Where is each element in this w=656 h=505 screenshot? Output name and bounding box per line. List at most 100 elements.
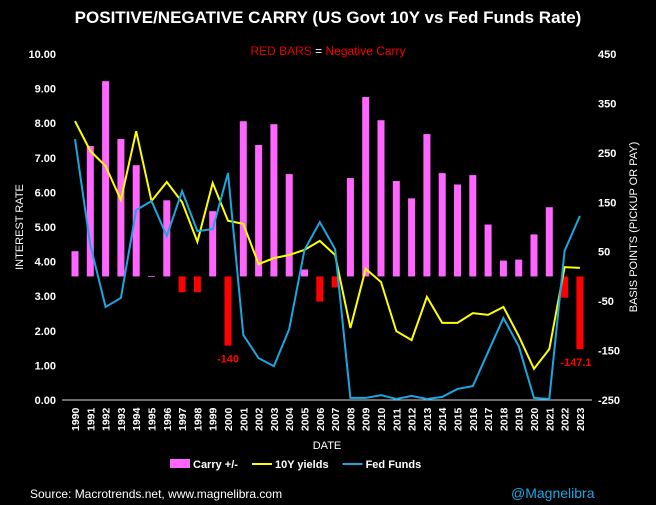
y-tick-label: 7.00: [35, 153, 56, 165]
x-tick-label: 1997: [177, 407, 189, 431]
legend-label-carry: Carry +/-: [193, 459, 238, 471]
carry-bar: [515, 259, 523, 277]
y-tick-label: 2.00: [35, 326, 56, 338]
x-axis-title: DATE: [313, 440, 342, 452]
x-tick-label: 2003: [269, 407, 281, 431]
carry-bar: [561, 276, 569, 298]
chart-title: POSITIVE/NEGATIVE CARRY (US Govt 10Y vs …: [74, 8, 582, 27]
x-tick-label: 1994: [131, 407, 143, 431]
x-tick-label: 2015: [453, 407, 465, 431]
carry-bar: [102, 81, 110, 277]
y-tick-label: 0.00: [35, 395, 56, 407]
y2-tick-label: -150: [598, 346, 620, 358]
carry-bar: [454, 184, 461, 277]
x-tick-label: 2023: [575, 407, 587, 431]
x-tick-label: 2019: [514, 407, 526, 431]
carry-bar: [438, 173, 446, 277]
carry-bar: [86, 145, 94, 277]
carry-bar: [392, 181, 400, 277]
x-tick-label: 1991: [85, 407, 97, 431]
carry-bar: [408, 198, 416, 277]
x-tick-label: 1993: [116, 407, 128, 431]
x-tick-label: 2001: [238, 407, 250, 431]
carry-bar: [71, 251, 79, 277]
subtitle-red-bars: RED BARS: [250, 44, 312, 58]
subtitle-negative-carry: Negative Carry: [325, 44, 406, 58]
x-tick-label: 2013: [422, 407, 434, 431]
y-tick-label: 6.00: [35, 187, 56, 199]
carry-bar: [132, 165, 140, 277]
y2-axis-title: BASIS POINTS (PICKUP OR PAY): [628, 142, 640, 313]
x-tick-label: 2000: [223, 407, 235, 431]
x-tick-label: 2007: [330, 407, 342, 431]
x-tick-label: 2014: [437, 407, 449, 431]
y-tick-label: 1.00: [35, 360, 56, 372]
source-note: Source: Macrotrends.net, www.magnelibra.…: [30, 487, 283, 501]
y2-tick-label: 150: [598, 197, 616, 209]
10y-yield-line: [74, 120, 580, 371]
carry-bar: [499, 260, 507, 277]
x-tick-label: 2012: [407, 407, 419, 431]
carry-bar: [224, 276, 232, 346]
carry-bar: [270, 124, 278, 277]
x-tick-label: 2010: [376, 407, 388, 431]
carry-bar: [117, 139, 125, 277]
y2-tick-label: -50: [598, 296, 614, 308]
x-tick-label: 1990: [70, 407, 82, 431]
carry-bar: [255, 144, 263, 277]
carry-bar: [377, 120, 385, 277]
carry-bar: [331, 276, 339, 288]
fed-funds-line: [74, 138, 581, 401]
x-tick-label: 2020: [529, 407, 541, 431]
y2-tick-label: 350: [598, 98, 616, 110]
y-tick-label: 5.00: [35, 222, 56, 234]
carry-bar: [301, 269, 308, 277]
carry-bar: [209, 211, 217, 277]
carry-bar: [193, 276, 201, 293]
y-tick-label: 10.00: [28, 49, 56, 61]
x-tick-label: 2006: [315, 407, 327, 431]
carry-bar: [316, 276, 324, 302]
x-tick-label: 2022: [560, 407, 572, 431]
data-label-2000: -140: [217, 354, 239, 366]
y2-tick-label: -250: [598, 395, 620, 407]
carry-bar: [530, 234, 538, 277]
subtitle-equals: =: [311, 44, 326, 58]
carry-bar: [423, 134, 431, 277]
legend-label-fed-funds: Fed Funds: [366, 459, 422, 471]
carry-bar: [545, 207, 553, 277]
y2-tick-label: 50: [598, 247, 610, 259]
carry-bar: [346, 178, 354, 277]
y2-tick-label: 250: [598, 148, 616, 160]
chart-subtitle: RED BARS = Negative Carry: [0, 44, 656, 58]
author-handle: @Magnelibra: [511, 485, 595, 501]
y-tick-label: 3.00: [35, 291, 56, 303]
legend-label-10y: 10Y yields: [275, 459, 329, 471]
carry-bar: [576, 276, 584, 350]
carry-bar: [469, 175, 477, 277]
x-tick-label: 1999: [208, 407, 220, 431]
x-tick-label: 1996: [162, 407, 174, 431]
data-label-2023: -147.1: [560, 357, 591, 369]
y2-tick-label: 450: [598, 49, 616, 61]
x-tick-label: 2004: [284, 407, 296, 431]
y-tick-label: 9.00: [35, 84, 56, 96]
x-tick-label: 2016: [468, 407, 480, 431]
carry-bar: [362, 97, 370, 277]
x-tick-label: 2008: [345, 407, 357, 431]
x-tick-label: 2021: [544, 407, 556, 431]
y-tick-label: 4.00: [35, 257, 56, 269]
x-tick-label: 2011: [391, 408, 403, 431]
legend-swatch-carry: [170, 459, 190, 468]
carry-bar: [285, 174, 293, 277]
carry-bar: [148, 275, 155, 277]
x-tick-label: 1992: [101, 407, 113, 431]
x-tick-label: 2002: [254, 407, 266, 431]
carry-bar: [178, 276, 186, 293]
x-tick-label: 2017: [483, 407, 495, 431]
x-tick-label: 2018: [498, 407, 510, 431]
y-axis-title: INTEREST RATE: [14, 184, 26, 270]
x-tick-label: 1995: [147, 407, 159, 431]
x-tick-label: 2009: [361, 407, 373, 431]
